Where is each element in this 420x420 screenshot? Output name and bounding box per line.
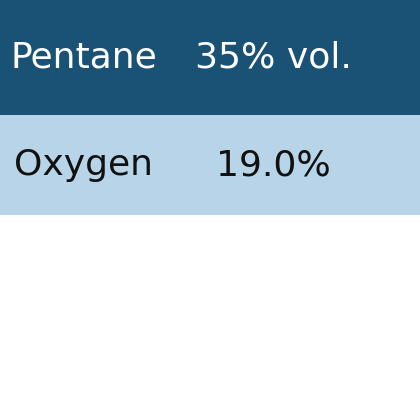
Text: Pentane: Pentane bbox=[10, 41, 158, 74]
Bar bbox=[0, 0, 420, 115]
Bar bbox=[0, 115, 420, 215]
Text: Oxygen: Oxygen bbox=[15, 148, 153, 182]
Text: 35% vol.: 35% vol. bbox=[194, 41, 352, 74]
Text: 19.0%: 19.0% bbox=[215, 148, 331, 182]
